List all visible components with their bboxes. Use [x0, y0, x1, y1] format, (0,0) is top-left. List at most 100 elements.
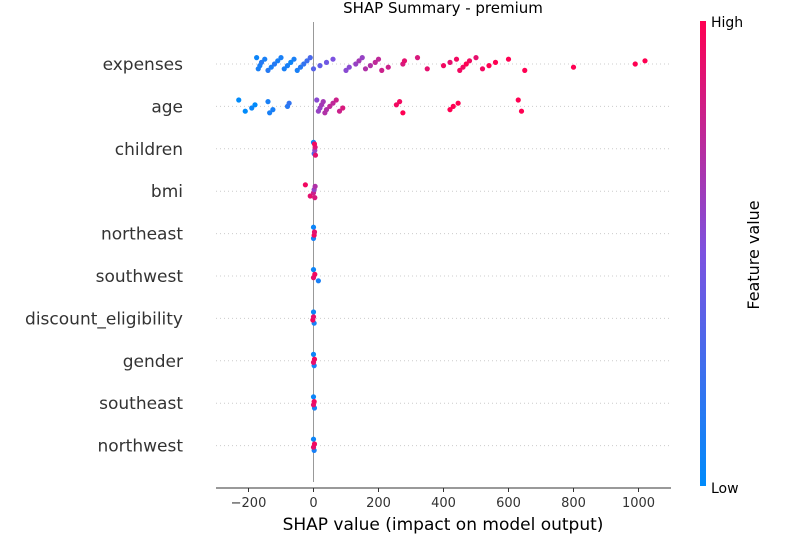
shap-point-expenses: [262, 56, 268, 62]
shap-point-age: [336, 108, 343, 114]
shap-point-expenses: [330, 56, 336, 62]
shap-point-age: [252, 102, 258, 108]
colorbar-gradient: [700, 21, 706, 486]
shap-point-age: [393, 102, 399, 108]
shap-point-age: [265, 99, 271, 105]
feature-label: northeast: [101, 225, 183, 245]
shap-point-expenses: [570, 64, 577, 70]
shap-point-expenses: [254, 55, 260, 61]
colorbar-low-label: Low: [711, 481, 739, 497]
colorbar-high-label: High: [711, 15, 743, 31]
shap-point-expenses: [359, 55, 365, 61]
shap-point-age: [515, 97, 521, 103]
shap-point-northeast: [311, 229, 318, 235]
shap-point-expenses: [401, 58, 408, 64]
shap-point-expenses: [281, 66, 287, 72]
shap-point-expenses: [453, 56, 460, 62]
x-tick-label: 0: [309, 496, 317, 511]
shap-point-expenses: [284, 63, 291, 69]
shap-point-southwest: [312, 271, 318, 277]
shap-point-expenses: [372, 59, 378, 65]
shap-point-expenses: [278, 55, 284, 61]
shap-point-expenses: [460, 64, 466, 70]
shap-point-age: [327, 103, 333, 109]
shap-point-expenses: [301, 61, 307, 67]
shap-point-expenses: [367, 63, 373, 69]
shap-point-age: [314, 97, 320, 103]
shap-point-southwest: [310, 267, 317, 273]
feature-label: discount_eligibility: [25, 309, 183, 329]
shap-point-children: [311, 141, 318, 147]
shap-point-expenses: [424, 66, 430, 72]
shap-point-age: [400, 110, 406, 116]
feature-label: northwest: [98, 437, 184, 457]
shap-point-expenses: [297, 64, 304, 70]
shap-point-expenses: [385, 64, 391, 70]
shap-point-age: [236, 97, 242, 103]
shap-point-age: [333, 97, 339, 103]
shap-point-expenses: [291, 56, 297, 62]
shap-point-expenses: [440, 63, 447, 69]
feature-label: bmi: [151, 182, 183, 202]
shap-point-age: [320, 99, 326, 105]
x-tick-label: −200: [231, 496, 267, 511]
scatter-points: [236, 55, 648, 453]
shap-point-expenses: [288, 59, 294, 65]
feature-label: southwest: [96, 267, 184, 287]
shap-point-age: [518, 108, 525, 114]
feature-label: southeast: [99, 394, 183, 414]
shap-point-gender: [311, 356, 318, 362]
shap-point-age: [270, 107, 276, 113]
shap-point-expenses: [447, 59, 453, 65]
x-tick-label: 800: [561, 496, 586, 511]
shap-point-expenses: [323, 59, 330, 65]
shap-point-expenses: [642, 58, 648, 64]
shap-point-expenses: [457, 67, 463, 73]
shap-point-children: [312, 152, 319, 158]
shap-point-expenses: [479, 66, 486, 72]
shap-point-expenses: [505, 56, 512, 62]
shap-point-age: [323, 107, 330, 113]
shap-point-expenses: [522, 67, 528, 73]
shap-point-expenses: [271, 61, 278, 67]
x-tick-label: 200: [366, 496, 391, 511]
feature-rows: expenses age children bmi northeast southwest…: [25, 55, 671, 457]
x-axis: −200 0 200 400 600 800 1000: [216, 487, 671, 511]
shap-point-expenses: [463, 61, 469, 67]
shap-point-southeast: [310, 394, 317, 400]
shap-point-northwest: [310, 436, 317, 442]
feature-label: expenses: [103, 55, 184, 75]
shap-point-expenses: [343, 67, 349, 73]
shap-point-age: [447, 107, 453, 113]
shap-point-bmi: [302, 182, 308, 188]
x-tick-label: 1000: [622, 496, 655, 511]
shap-point-expenses: [414, 55, 421, 61]
shap-point-southwest: [315, 278, 321, 284]
shap-point-expenses: [492, 59, 499, 65]
shap-point-bmi: [307, 193, 313, 199]
feature-label: children: [115, 140, 183, 160]
shap-point-age: [242, 108, 248, 114]
shap-point-expenses: [375, 56, 382, 62]
shap-point-expenses: [632, 61, 638, 67]
shap-point-age: [330, 100, 336, 106]
shap-point-age: [455, 100, 461, 106]
x-axis-title: SHAP value (impact on model output): [283, 515, 604, 535]
shap-point-expenses: [473, 55, 479, 61]
x-tick-label: 400: [431, 496, 456, 511]
shap-point-expenses: [310, 66, 317, 72]
shap-point-expenses: [466, 58, 473, 64]
shap-point-expenses: [294, 67, 300, 73]
shap-point-age: [397, 99, 403, 105]
shap-point-age: [286, 100, 292, 106]
shap-point-northwest: [311, 441, 318, 447]
shap-point-age: [340, 105, 346, 111]
shap-point-age: [249, 105, 255, 111]
shap-point-discount_eligibility: [310, 309, 317, 315]
colorbar-title: Feature value: [744, 200, 763, 309]
shap-point-expenses: [304, 58, 310, 64]
shap-point-gender: [310, 351, 317, 357]
shap-point-expenses: [486, 63, 492, 69]
shap-point-age: [267, 110, 273, 116]
feature-label: age: [151, 97, 183, 117]
